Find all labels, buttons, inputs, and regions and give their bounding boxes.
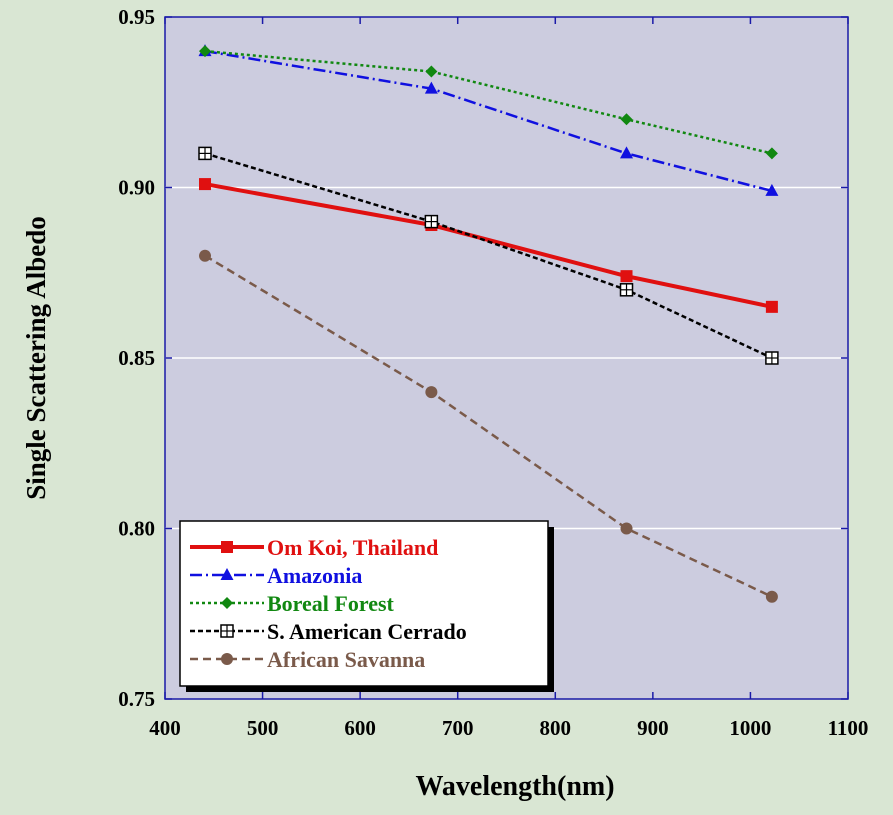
series-s-american-cerrado	[198, 146, 779, 365]
data-point	[620, 113, 633, 126]
x-tick-label: 1100	[828, 716, 869, 740]
legend-item: S. American Cerrado	[190, 619, 467, 644]
data-point	[765, 300, 778, 313]
legend-marker	[221, 653, 233, 665]
data-point	[198, 146, 212, 161]
data-point	[620, 270, 633, 283]
series-line	[204, 182, 773, 309]
data-point	[620, 146, 634, 159]
y-tick-label: 0.75	[118, 687, 155, 711]
legend-label: Boreal Forest	[267, 591, 395, 616]
data-point	[199, 178, 212, 191]
legend: Om Koi, Thailand Amazonia Boreal Forest S. …	[179, 520, 554, 692]
data-point	[199, 249, 212, 262]
axes: 0.75 0.80 0.85 0.90 0.95 400 500 600 700 800 900 10…	[118, 5, 868, 740]
legend-marker	[221, 597, 233, 609]
y-axis-label: Single Scattering Albedo	[21, 216, 51, 500]
x-tick-label: 1000	[729, 716, 771, 740]
series-african-savanna	[199, 249, 778, 603]
x-axis-label: Wavelength(nm)	[415, 771, 614, 802]
series-line	[204, 254, 773, 598]
data-point	[425, 386, 438, 399]
data-point	[619, 283, 634, 297]
legend-item: Om Koi, Thailand	[190, 535, 438, 560]
series-layer	[198, 44, 779, 603]
legend-label: Om Koi, Thailand	[267, 535, 438, 560]
legend-item: African Savanna	[190, 647, 425, 672]
data-point	[765, 183, 779, 196]
series-line	[204, 152, 773, 360]
data-point	[424, 214, 439, 229]
legend-label: African Savanna	[267, 647, 425, 672]
data-point	[620, 522, 633, 535]
data-point	[425, 65, 438, 78]
data-point	[765, 351, 779, 365]
y-tick-label: 0.85	[118, 346, 155, 370]
legend-label: Amazonia	[267, 563, 362, 588]
data-point	[765, 147, 778, 160]
legend-marker	[221, 541, 233, 553]
x-tick-label: 800	[540, 716, 572, 740]
data-point	[199, 45, 212, 58]
series-line	[204, 49, 773, 193]
legend-marker	[220, 624, 234, 638]
y-tick-label: 0.90	[118, 176, 155, 200]
x-tick-label: 700	[442, 716, 474, 740]
y-tick-label: 0.80	[118, 517, 155, 541]
legend-label: S. American Cerrado	[267, 619, 467, 644]
legend-item: Amazonia	[190, 563, 362, 588]
data-point	[424, 81, 438, 94]
legend-marker	[220, 568, 234, 580]
x-tick-label: 500	[247, 716, 279, 740]
series-boreal-forest	[199, 45, 778, 160]
x-tick-label: 900	[637, 716, 669, 740]
y-tick-label: 0.95	[118, 5, 155, 29]
x-tick-label: 600	[344, 716, 376, 740]
legend-item: Boreal Forest	[190, 591, 395, 616]
series-om-koi-thailand	[199, 178, 778, 313]
x-tick-label: 400	[149, 716, 181, 740]
data-point	[765, 590, 778, 603]
